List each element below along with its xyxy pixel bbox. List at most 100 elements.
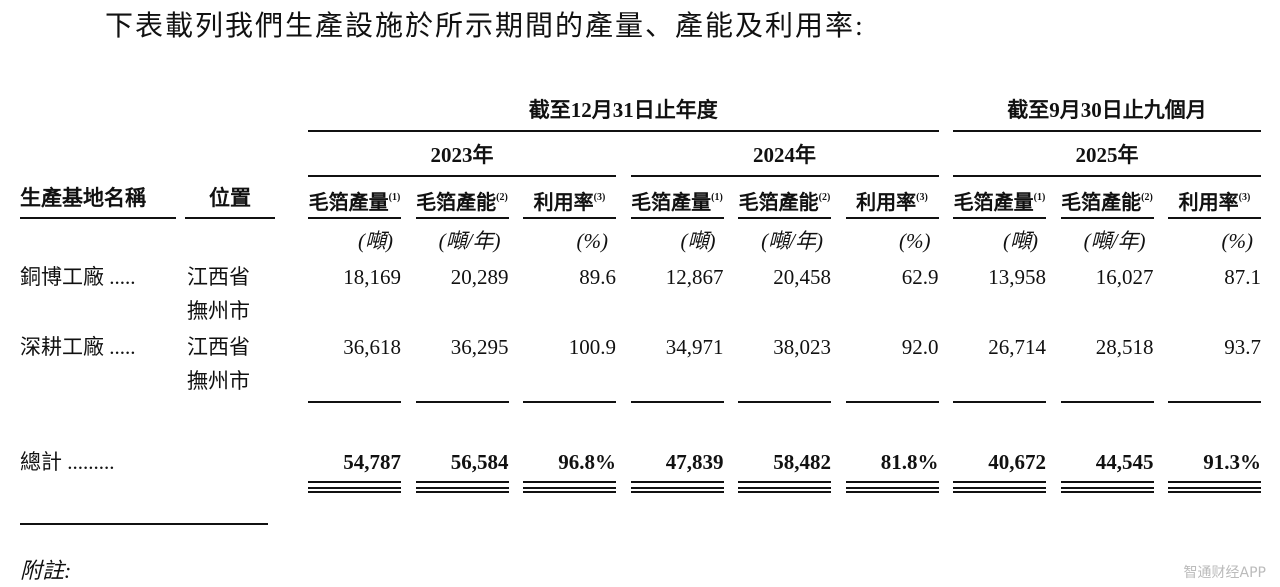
cell-value: 34,971 — [665, 335, 724, 359]
rule — [308, 175, 616, 177]
rule — [630, 217, 724, 219]
column-header: 毛箔產能(2) — [1054, 185, 1161, 216]
row-name: 銅博工廠 ..... — [20, 265, 136, 289]
total-value: 81.8% — [880, 450, 939, 474]
row-location: 江西省 — [187, 335, 250, 359]
row-location: 撫州市 — [187, 299, 250, 323]
rule — [953, 130, 1261, 132]
note-marker: (2) — [1141, 192, 1153, 203]
unit: (%) — [899, 229, 931, 253]
rule — [738, 401, 831, 403]
total-value: 56,584 — [450, 450, 509, 474]
cell-value: 12,867 — [665, 265, 724, 289]
column-header: 利用率(3) — [839, 185, 946, 216]
rule — [308, 487, 401, 489]
total-value: 54,787 — [343, 450, 401, 474]
period-header: 截至12月31日止年度 — [528, 98, 718, 122]
cell-value: 16,027 — [1095, 265, 1154, 289]
row-location: 撫州市 — [187, 369, 250, 393]
rule — [845, 401, 939, 403]
rule — [738, 217, 831, 219]
rule — [1168, 487, 1261, 489]
watermark: 智通财经APP — [1183, 565, 1266, 581]
column-label: 利用率 — [856, 192, 917, 214]
column-label: 毛箔產量 — [631, 192, 712, 214]
rule — [20, 523, 268, 525]
location-header: 位置 — [209, 186, 251, 210]
rule — [20, 217, 176, 219]
column-label: 毛箔產量 — [953, 192, 1034, 214]
rule — [953, 481, 1046, 483]
column-header: 利用率(3) — [1161, 185, 1268, 216]
rule — [1060, 491, 1154, 493]
column-label: 毛箔產能 — [1061, 192, 1142, 214]
note-marker: (1) — [388, 192, 401, 203]
rule — [1168, 491, 1261, 493]
cell-value: 62.9 — [901, 265, 939, 289]
cell-value: 100.9 — [568, 335, 616, 359]
rule — [308, 217, 401, 219]
cell-value: 38,023 — [773, 335, 831, 359]
rule — [738, 487, 831, 489]
total-value: 91.3% — [1203, 450, 1261, 474]
cell-value: 93.7 — [1224, 335, 1261, 359]
year-header: 2023年 — [430, 143, 494, 167]
rule — [415, 401, 509, 403]
rule — [630, 487, 724, 489]
rule — [630, 401, 724, 403]
column-header: 毛箔產量(1) — [624, 185, 731, 216]
rule — [308, 130, 939, 132]
rule — [738, 481, 831, 483]
rule — [308, 401, 401, 403]
year-header: 2024年 — [753, 143, 816, 167]
rule — [523, 217, 616, 219]
column-header: 毛箔產能(2) — [731, 185, 838, 216]
rule — [630, 491, 724, 493]
total-value: 96.8% — [558, 450, 616, 474]
rule — [845, 217, 939, 219]
column-label: 毛箔產能 — [738, 192, 819, 214]
rule — [953, 175, 1261, 177]
cell-value: 20,289 — [450, 265, 509, 289]
column-header: 毛箔產能(2) — [409, 185, 516, 216]
note-marker: (2) — [818, 192, 831, 203]
column-header: 毛箔產量(1) — [946, 185, 1053, 216]
rule — [415, 487, 509, 489]
rule — [523, 487, 616, 489]
year-header: 2025年 — [1075, 143, 1139, 167]
column-header: 利用率(3) — [516, 185, 623, 216]
cell-value: 26,714 — [988, 335, 1046, 359]
row-location: 江西省 — [187, 265, 250, 289]
rule — [845, 487, 939, 489]
rule — [523, 491, 616, 493]
rule — [1060, 481, 1154, 483]
intro: 下表載列我們生產設施於所示期間的產量、產能及利用率: — [105, 11, 865, 42]
note-marker: (3) — [916, 192, 928, 203]
row-name: 深耕工廠 ..... — [20, 335, 136, 359]
rule — [185, 217, 275, 219]
rule — [523, 481, 616, 483]
rule — [415, 217, 509, 219]
rule — [415, 491, 509, 493]
column-label: 毛箔產能 — [416, 192, 497, 214]
rule — [845, 491, 939, 493]
rule — [308, 481, 401, 483]
note-marker: (1) — [711, 192, 723, 203]
period-header: 截至9月30日止九個月 — [1007, 98, 1207, 122]
rule — [953, 401, 1046, 403]
unit: (%) — [576, 229, 608, 253]
total-value: 40,672 — [988, 450, 1046, 474]
footnote-heading: 附註: — [20, 558, 72, 583]
column-label: 毛箔產量 — [308, 192, 389, 214]
cell-value: 20,458 — [773, 265, 831, 289]
cell-value: 28,518 — [1095, 335, 1154, 359]
note-marker: (2) — [496, 192, 508, 203]
column-label: 利用率 — [1178, 192, 1239, 214]
rule — [1168, 217, 1261, 219]
name-header: 生產基地名稱 — [20, 186, 146, 210]
cell-value: 13,958 — [988, 265, 1046, 289]
total-value: 44,545 — [1095, 450, 1154, 474]
total-value: 47,839 — [665, 450, 724, 474]
rule — [953, 491, 1046, 493]
rule — [953, 487, 1046, 489]
